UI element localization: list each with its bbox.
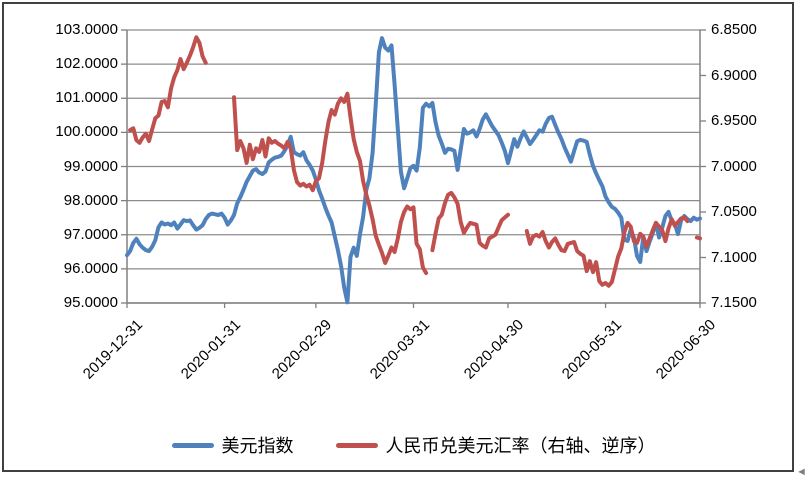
right-axis-tick-label: 6.8500 — [711, 21, 757, 38]
cny-rate-line — [128, 35, 208, 145]
right-axis-tick-label: 7.1500 — [711, 294, 757, 311]
left-axis-tick-label: 98.0000 — [63, 191, 118, 209]
legend-item-cny-rate: 人民币兑美元汇率（右轴、逆序） — [335, 432, 656, 458]
left-axis-tick-label: 102.0000 — [55, 55, 118, 73]
cny-rate-line — [694, 235, 702, 241]
left-axis-tick-label: 101.0000 — [55, 89, 118, 107]
usd-index-line — [125, 36, 702, 305]
usd-index-line-swatch — [171, 442, 214, 448]
left-axis-tick-label: 95.0000 — [63, 294, 118, 311]
right-axis-tick-label: 7.1000 — [711, 248, 757, 266]
cny-rate-line-swatch — [335, 442, 378, 448]
legend: 美元指数 人民币兑美元汇率（右轴、逆序） — [127, 432, 700, 458]
left-axis-tick-label: 96.0000 — [63, 259, 118, 277]
cny-rate-legend-label: 人民币兑美元汇率（右轴、逆序） — [385, 436, 656, 456]
resize-anchor-icon: ◄ — [796, 466, 807, 478]
right-axis-tick-label: 6.9500 — [711, 112, 757, 129]
right-axis-tick-label: 7.0500 — [711, 203, 757, 220]
right-axis-tick-label: 6.9000 — [711, 66, 757, 84]
usd-index-legend-label: 美元指数 — [221, 436, 294, 456]
left-axis-tick-label: 100.0000 — [55, 123, 118, 141]
right-axis-tick-label: 7.0000 — [711, 157, 757, 175]
cny-rate-line — [524, 215, 690, 288]
left-axis-tick-label: 97.0000 — [63, 225, 118, 243]
left-axis-tick-label: 99.0000 — [63, 157, 118, 175]
legend-item-usd-index: 美元指数 — [171, 432, 294, 458]
cny-rate-line — [430, 190, 510, 253]
cny-rate-line — [232, 91, 429, 275]
left-axis-tick-label: 103.0000 — [55, 21, 118, 38]
